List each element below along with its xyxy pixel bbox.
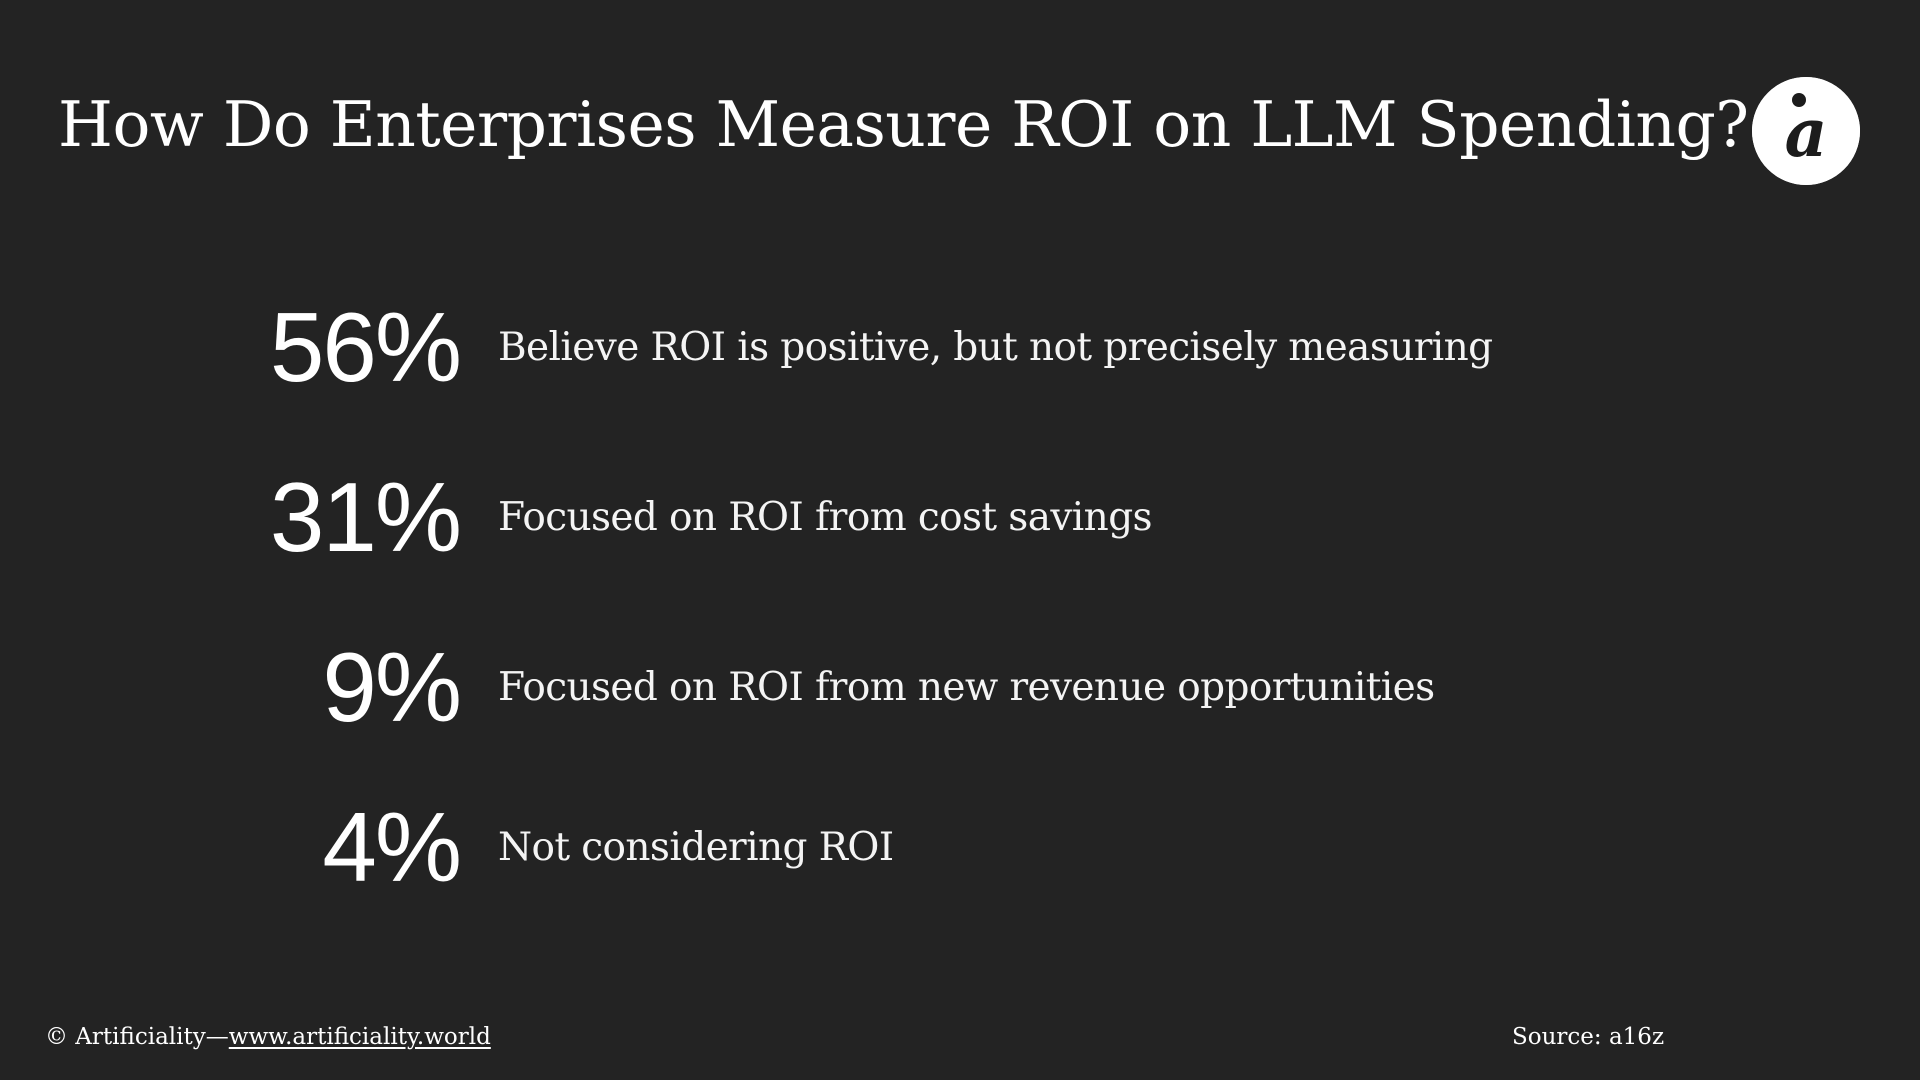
stat-value: 9% xyxy=(322,632,462,742)
logo-glyph-icon: a xyxy=(1752,77,1860,185)
stat-value: 4% xyxy=(322,792,462,902)
stat-row: 31% Focused on ROI from cost savings xyxy=(0,467,1920,567)
stat-row: 4% Not considering ROI xyxy=(0,797,1920,897)
stat-label: Not considering ROI xyxy=(498,825,894,870)
stat-label: Focused on ROI from cost savings xyxy=(498,495,1153,540)
stat-label: Focused on ROI from new revenue opportun… xyxy=(498,665,1435,710)
stat-value: 56% xyxy=(269,292,462,402)
footer-credit-prefix: © Artificiality— xyxy=(45,1024,229,1050)
stat-label: Believe ROI is positive, but not precise… xyxy=(498,325,1493,370)
stat-value: 31% xyxy=(269,462,462,572)
footer-credit: © Artificiality—www.artificiality.world xyxy=(45,1022,491,1052)
footer-source: Source: a16z xyxy=(1512,1024,1665,1050)
stat-row: 9% Focused on ROI from new revenue oppor… xyxy=(0,637,1920,737)
artificiality-logo-icon: a xyxy=(1752,77,1860,185)
logo-glyph: a xyxy=(1785,94,1828,172)
website-link[interactable]: www.artificiality.world xyxy=(228,1024,491,1050)
stat-row: 56% Believe ROI is positive, but not pre… xyxy=(0,297,1920,397)
slide-title: How Do Enterprises Measure ROI on LLM Sp… xyxy=(58,88,1749,161)
